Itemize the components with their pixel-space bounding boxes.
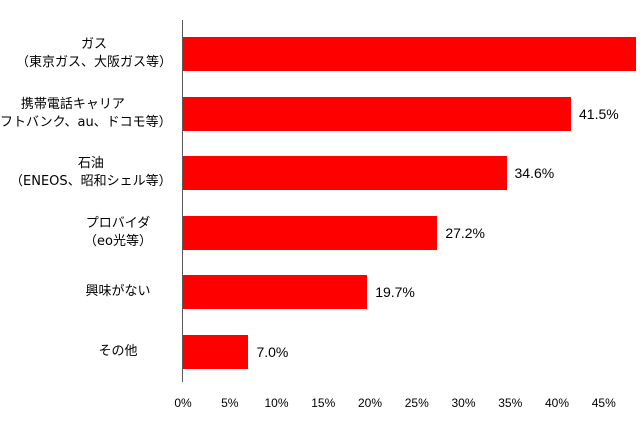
category-label-line: （ENEOS、昭和シェル等） — [10, 174, 172, 189]
bar — [183, 334, 249, 369]
category-label-line: 携帯電話キャリア — [20, 96, 125, 112]
bar — [183, 96, 572, 131]
x-tick-label: 5% — [221, 396, 239, 410]
x-tick-label: 30% — [451, 396, 476, 410]
bar — [183, 37, 636, 71]
bar — [183, 275, 368, 309]
x-tick-label: 20% — [357, 396, 383, 410]
category-label-line: 石油 — [77, 156, 104, 171]
category-label: その他 — [99, 343, 138, 361]
x-tick-label: 40% — [544, 396, 570, 410]
category-label: 興味がない — [86, 283, 151, 301]
value-label: 7.0% — [256, 343, 289, 360]
x-tick-label: 0% — [174, 396, 192, 410]
value-label: 27.2% — [445, 224, 486, 241]
x-tick-label: 15% — [311, 396, 336, 410]
x-tick-label: 35% — [498, 396, 523, 410]
x-tick-label: 10% — [264, 396, 289, 410]
category-label-line: （東京ガス、大阪ガス等） — [16, 55, 173, 70]
category-label: 携帯電話キャリア （ソフトバンク、au、ドコモ等） — [0, 96, 172, 132]
bar — [183, 215, 438, 250]
value-label: 41.5% — [579, 105, 619, 122]
x-tick-label: 45% — [591, 396, 616, 410]
category-label-line: 興味がない — [85, 284, 151, 299]
bar — [183, 156, 507, 190]
category-label-line: （eo光等） — [84, 233, 152, 249]
category-label: 石油 （ENEOS、昭和シェル等） — [10, 155, 172, 191]
category-label-line: その他 — [98, 343, 138, 359]
category-label-line: プロバイダ — [85, 215, 151, 231]
y-axis-line — [182, 20, 183, 382]
category-label: ガス （東京ガス、大阪ガス等） — [16, 36, 172, 72]
category-label: プロバイダ （eo光等） — [84, 215, 152, 251]
value-label: 19.7% — [375, 284, 415, 300]
category-label-line: （ソフトバンク、au、ドコモ等） — [0, 114, 172, 130]
x-tick-label: 25% — [404, 396, 429, 410]
category-label-line: ガス — [81, 37, 108, 52]
value-label: 34.6% — [514, 165, 555, 181]
